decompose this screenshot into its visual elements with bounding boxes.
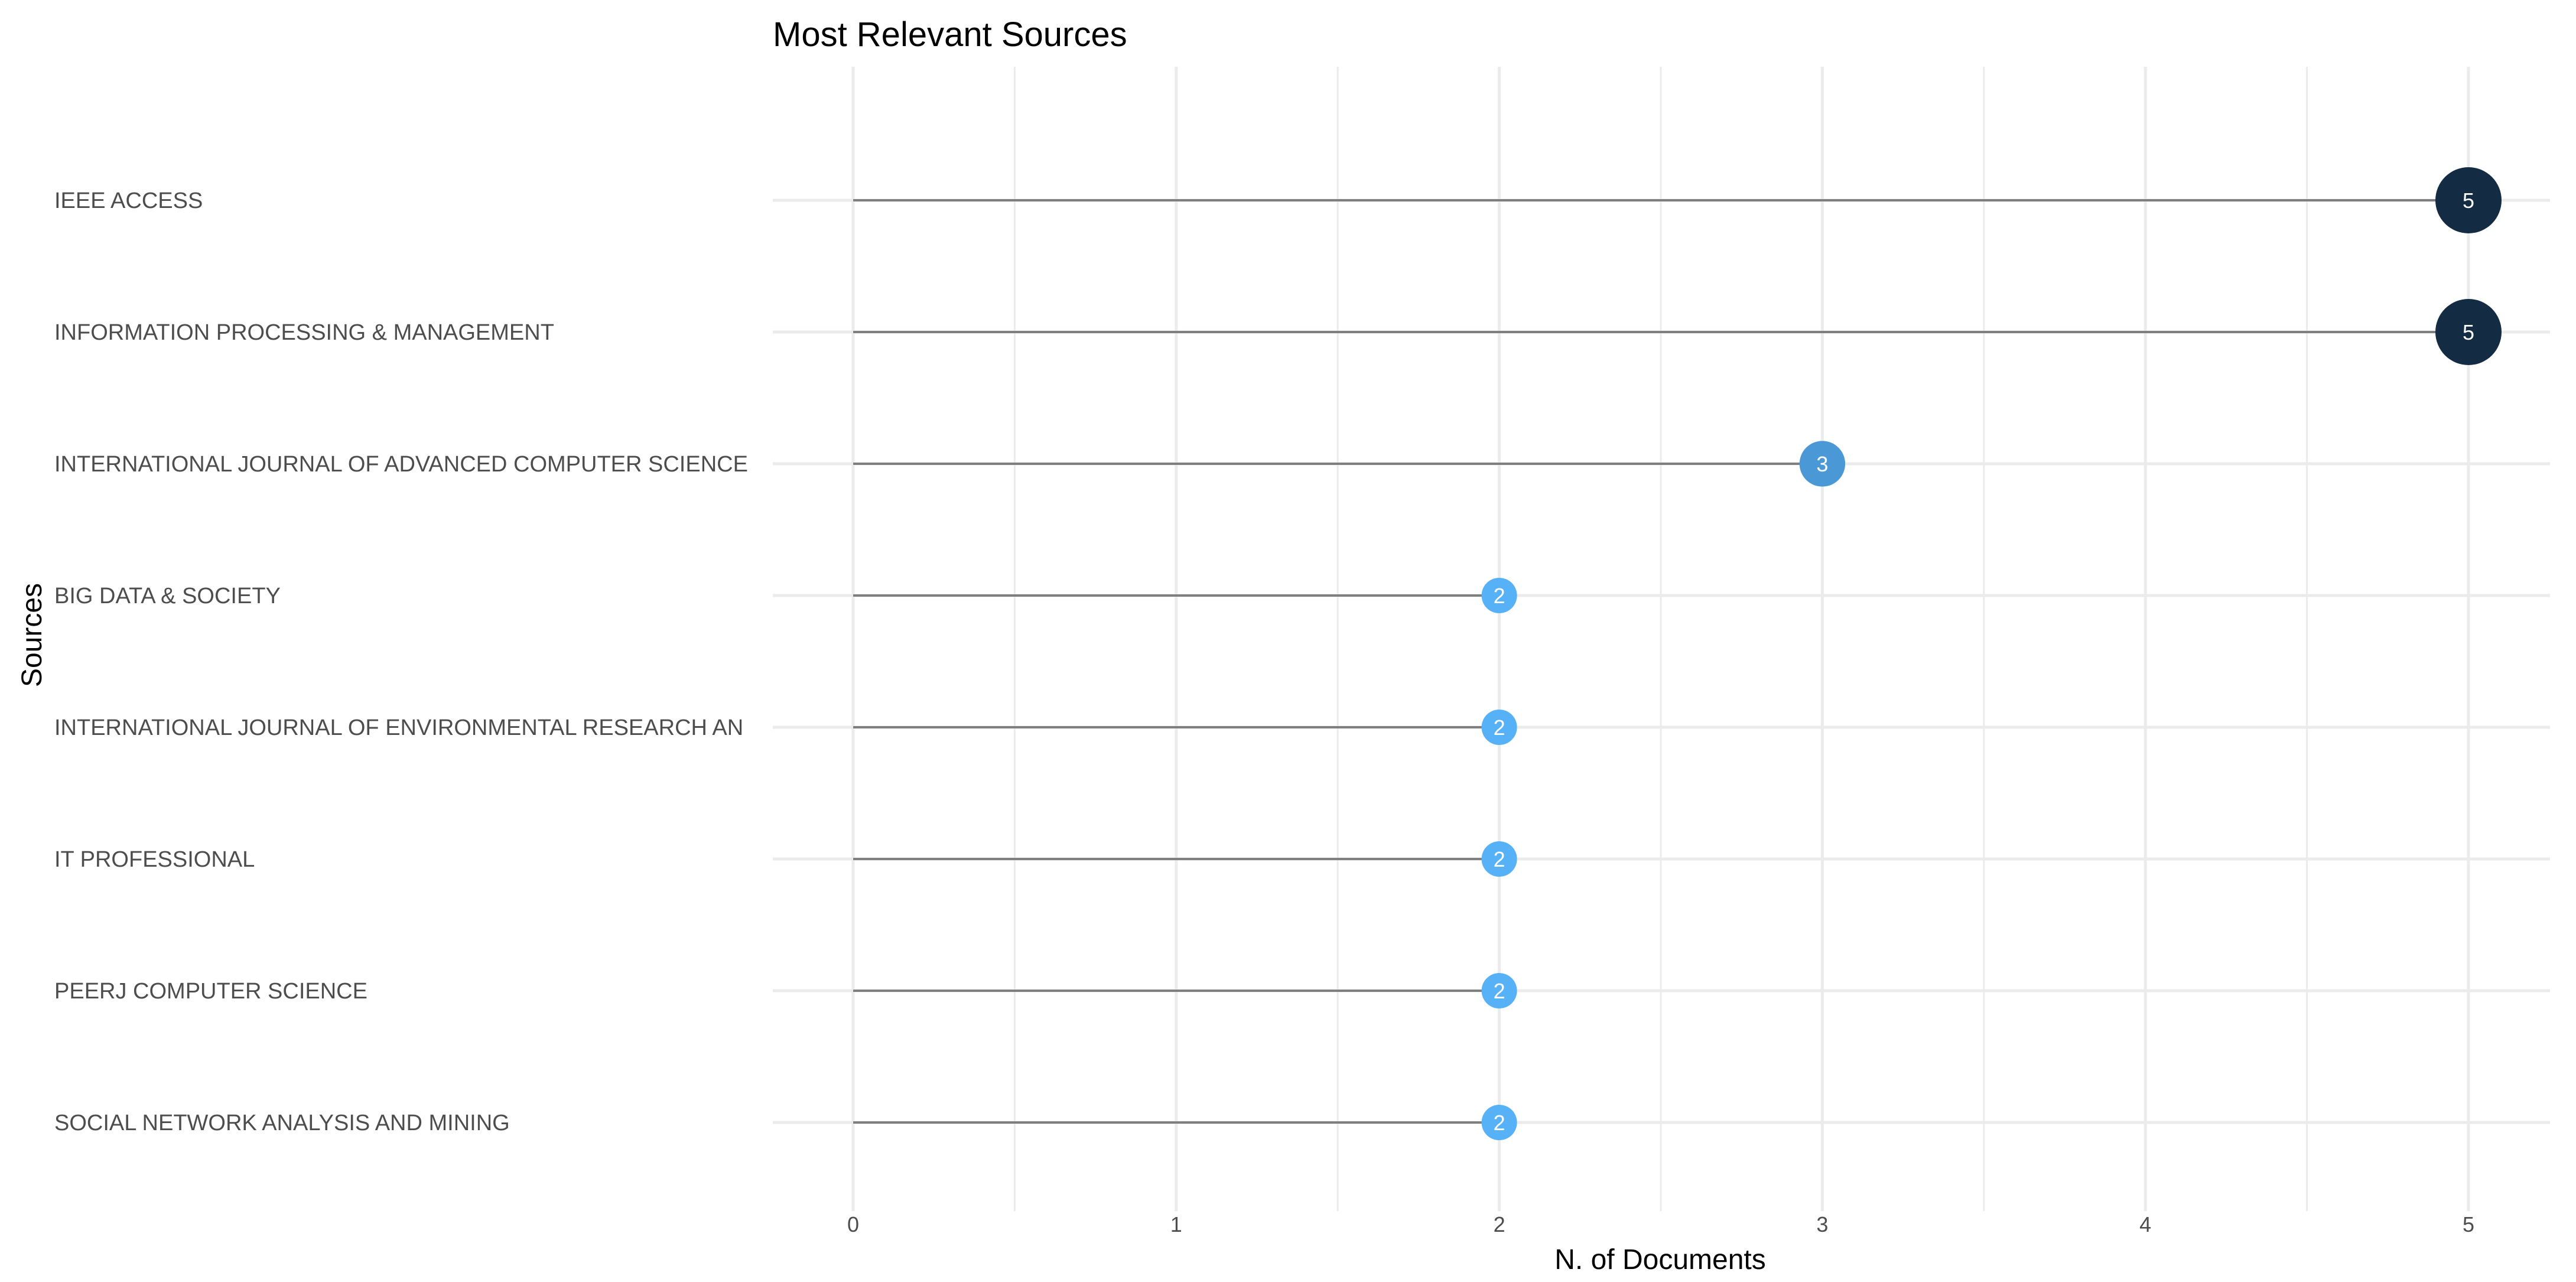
dot-value-label: 2 [1494,1111,1505,1135]
chart-title: Most Relevant Sources [773,15,1127,54]
dot-value-label: 2 [1494,715,1505,740]
x-tick-label: 5 [2463,1212,2474,1237]
x-tick-label: 1 [1170,1212,1182,1237]
source-label: INTERNATIONAL JOURNAL OF ADVANCED COMPUT… [54,452,748,477]
grid-layer [773,67,2550,1211]
y-axis-title: Sources [17,583,48,687]
x-tick-label: 0 [847,1212,859,1237]
dot-value-label: 5 [2463,188,2474,213]
lollipop-dot [2435,167,2502,233]
source-label: INFORMATION PROCESSING & MANAGEMENT [54,320,554,345]
lollipop-dot [1481,578,1517,613]
dot-layer [1481,167,2502,1140]
source-label: PEERJ COMPUTER SCIENCE [54,979,367,1004]
x-axis-title: N. of Documents [1554,1244,1765,1276]
stem-layer [853,199,2468,1124]
lollipop-dot [2435,299,2502,365]
dot-value-label: 3 [1816,452,1828,476]
source-label: IEEE ACCESS [54,188,203,213]
x-tick-label: 4 [2139,1212,2151,1237]
dot-value-label: 2 [1494,584,1505,608]
dot-value-label: 2 [1494,847,1505,871]
x-tick-label: 2 [1494,1212,1505,1237]
source-label: BIG DATA & SOCIETY [54,584,281,609]
x-tick-label: 3 [1816,1212,1828,1237]
source-label: INTERNATIONAL JOURNAL OF ENVIRONMENTAL R… [54,715,743,740]
lollipop-dot [1481,841,1517,877]
lollipop-dot [1481,1105,1517,1140]
dot-value-label: 2 [1494,979,1505,1003]
label-layer: 0 1 2 3 4 5 IEEE ACCESS 5 INFORMATION PROCESSING… [54,188,2474,1237]
lollipop-dot [1481,973,1517,1008]
source-label: IT PROFESSIONAL [54,847,255,872]
dot-value-label: 5 [2463,320,2474,344]
lollipop-dot [1799,441,1846,487]
lollipop-dot [1481,710,1517,745]
source-label: SOCIAL NETWORK ANALYSIS AND MINING [54,1111,510,1135]
